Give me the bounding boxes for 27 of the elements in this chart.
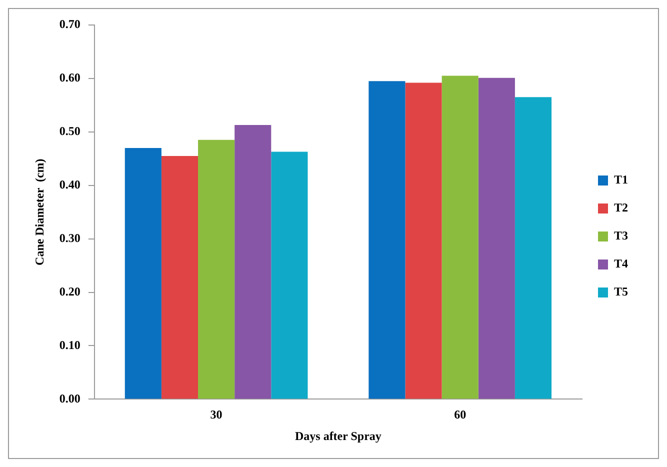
legend-label: T1: [614, 172, 628, 187]
bar: [478, 78, 515, 399]
bar: [161, 156, 198, 399]
y-tick-label: 0.30: [59, 230, 80, 245]
bar: [198, 140, 235, 399]
y-tick-label: 0.40: [59, 177, 80, 192]
legend-label: T2: [614, 200, 628, 215]
y-tick-label: 0.10: [59, 338, 80, 352]
y-tick-label: 0.60: [59, 70, 80, 85]
y-axis-title: Cane Diameter (cm): [32, 158, 46, 266]
bar: [405, 82, 442, 399]
legend-label: T4: [614, 256, 628, 271]
bar: [271, 152, 308, 399]
bar: [124, 148, 162, 399]
y-tick-label: 0.00: [59, 391, 80, 406]
bar: [514, 97, 552, 399]
y-tick-label: 0.20: [59, 284, 80, 298]
y-tick-label: 0.50: [59, 124, 80, 138]
x-tick-label: 60: [454, 407, 466, 422]
x-axis-title: Days after Spray: [294, 428, 382, 443]
bar: [234, 124, 272, 399]
legend-label: T3: [614, 228, 628, 243]
x-tick-label: 30: [210, 407, 222, 422]
legend-label: T5: [614, 284, 628, 299]
bar: [368, 81, 406, 399]
y-tick-label: 0.70: [59, 17, 80, 32]
bar: [442, 76, 478, 399]
